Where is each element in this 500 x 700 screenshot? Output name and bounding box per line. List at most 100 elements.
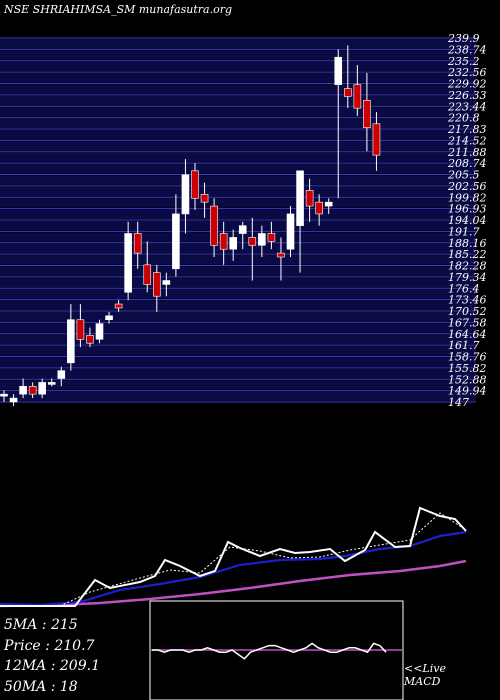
candle-body [86, 335, 94, 344]
candle [363, 72, 371, 152]
price-band [0, 255, 476, 265]
price-label: Price : [4, 637, 50, 654]
candle-body [57, 370, 66, 379]
ma12-label: 12MA : [4, 658, 56, 674]
price-level-label: 208.74 [447, 157, 487, 170]
candle [229, 229, 237, 261]
price-level-label: 167.58 [448, 316, 487, 329]
candle [267, 221, 276, 250]
candle [143, 241, 152, 293]
candle-body [334, 56, 343, 85]
candle [343, 45, 352, 109]
price-level-label: 239.9 [447, 32, 480, 45]
candle [296, 170, 304, 273]
candle [105, 311, 113, 324]
candle-body [286, 213, 295, 250]
candle-body [124, 233, 132, 293]
candle-body [67, 319, 75, 364]
price-band [0, 73, 476, 83]
price-band [0, 232, 476, 242]
price-band [0, 368, 476, 379]
live-label: <<Live [404, 662, 446, 675]
ma5-value: 215 [50, 617, 78, 633]
price-level-label: 202.56 [447, 180, 487, 193]
price-level-label: 176.4 [448, 282, 480, 295]
price-band [0, 221, 476, 231]
price-level-label: 196.93 [448, 203, 487, 216]
ma50-stat: 50MA : 18 [4, 677, 100, 698]
price-level-label: 149.94 [448, 385, 487, 398]
price-band [0, 164, 476, 174]
candlestick-series [0, 45, 381, 406]
candle [19, 378, 27, 399]
price-band [0, 175, 476, 185]
candle-body [258, 233, 266, 246]
price-band [0, 130, 476, 140]
candle [315, 194, 323, 226]
macd-panel [149, 600, 404, 700]
price-level-label: 191.7 [448, 225, 480, 238]
price-level-label: 194.04 [448, 214, 487, 227]
macd-line [152, 642, 387, 660]
candle [210, 198, 218, 258]
candle [238, 221, 247, 250]
price-level-label: 232.56 [447, 66, 487, 79]
candle-body [19, 386, 27, 395]
price-band [0, 346, 476, 356]
price-level-bands [0, 37, 476, 403]
price-band [0, 107, 476, 117]
candle [353, 65, 362, 116]
price-level-label: 147 [448, 396, 469, 409]
candle-body [172, 213, 180, 270]
candle [219, 221, 228, 265]
price-stat: Price : 210.7 [4, 636, 100, 657]
candle-body [143, 264, 152, 285]
price-level-label: 223.44 [447, 100, 487, 113]
candle [181, 159, 190, 234]
price-level-label: 199.82 [448, 191, 487, 204]
price-band [0, 141, 476, 151]
macd-title: MACD [404, 675, 441, 688]
price-level-label: 229.92 [447, 78, 487, 91]
price-level-label: 179.34 [448, 271, 487, 284]
candle-body [372, 123, 381, 156]
candle [191, 162, 199, 211]
candle-body [324, 201, 333, 207]
candle-body [153, 272, 161, 297]
candle-body [133, 233, 142, 254]
price-level-label: 214.52 [447, 134, 487, 147]
price-level-label: 205.5 [447, 169, 480, 182]
price-value: 210.7 [54, 637, 95, 654]
price-band [0, 289, 476, 299]
candle-body [181, 174, 190, 215]
candle-body [191, 170, 199, 199]
ma-short-line [0, 506, 467, 607]
price-level-label: 158.76 [448, 351, 487, 364]
candle-body [76, 319, 85, 340]
candle-body [105, 315, 113, 321]
price-level-label: 211.88 [447, 146, 487, 159]
candle [277, 237, 285, 281]
candle [162, 272, 171, 297]
macd-label: <<Live MACD [404, 662, 446, 688]
price-band [0, 312, 476, 322]
price-level-label: 226.33 [447, 89, 487, 102]
price-level-label: 217.83 [447, 123, 487, 136]
candle-body [47, 382, 56, 385]
price-band [0, 300, 476, 310]
candle [86, 327, 94, 348]
candle [0, 390, 8, 402]
price-band [0, 323, 476, 333]
candle [47, 378, 56, 387]
price-level-label: 220.8 [447, 112, 480, 125]
candle-body [114, 303, 123, 309]
candle-body [353, 84, 362, 109]
candle-body [219, 233, 228, 250]
candle-body [38, 382, 47, 395]
candle [95, 319, 104, 344]
ma50-label: 50MA : [4, 678, 56, 695]
price-level-labels: 239.9238.74235.2232.56229.92226.33223.44… [447, 32, 487, 409]
candle-body [0, 393, 8, 397]
price-band [0, 209, 476, 219]
